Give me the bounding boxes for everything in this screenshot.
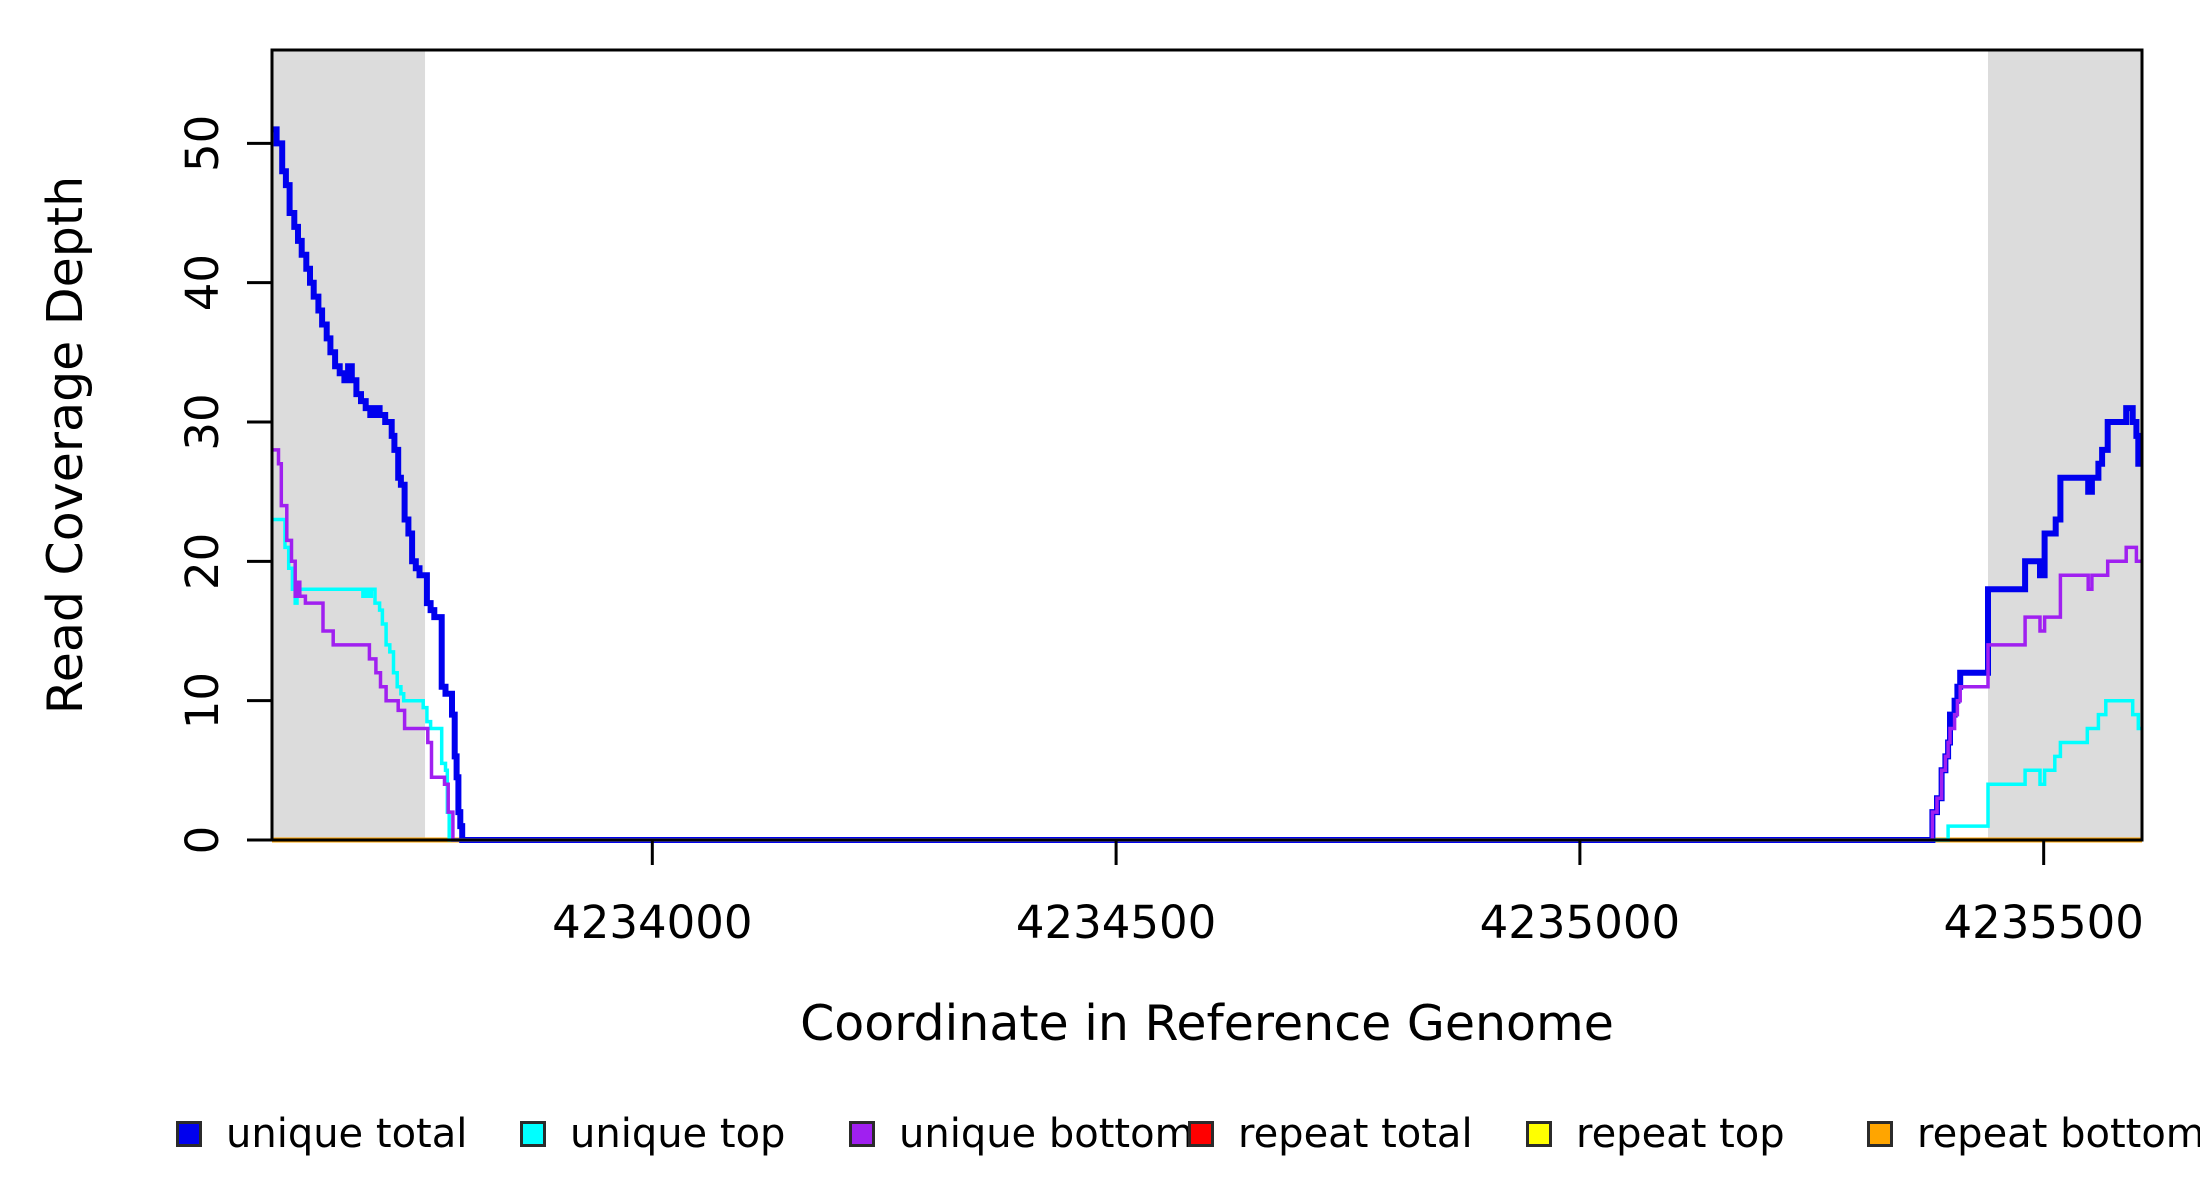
series-lines	[272, 126, 2142, 843]
y-tick-label: 10	[176, 672, 229, 729]
repeat-top-swatch	[1526, 1121, 1552, 1147]
y-axis-title: Read Coverage Depth	[37, 176, 94, 714]
x-tick-label: 4235000	[1480, 896, 1680, 949]
legend-entry-unique-top: unique top	[520, 1106, 785, 1162]
series-line-unique-total	[272, 126, 2142, 843]
legend-label: unique bottom	[899, 1111, 1194, 1157]
unique-top-swatch	[520, 1121, 546, 1147]
legend-entry-repeat-total: repeat total	[1188, 1106, 1473, 1162]
series-line-unique-top	[272, 517, 2142, 842]
legend-entry-repeat-bottom: repeat bottom	[1867, 1106, 2200, 1162]
legend-entry-unique-bottom: unique bottom	[849, 1106, 1194, 1162]
x-axis-ticks: 4234000 4234500 4235000 4235500	[552, 840, 2144, 949]
series-line-unique-bottom	[272, 448, 2142, 842]
x-axis-title: Coordinate in Reference Genome	[800, 995, 1614, 1052]
legend-entry-repeat-top: repeat top	[1526, 1106, 1785, 1162]
plot-border	[270, 48, 2144, 842]
x-tick-label: 4234000	[552, 896, 752, 949]
legend-label: repeat total	[1238, 1111, 1473, 1157]
x-tick-label: 4234500	[1016, 896, 1216, 949]
unique-total-swatch	[176, 1121, 202, 1147]
right-gray-band	[1988, 50, 2142, 840]
y-tick-label: 20	[176, 533, 229, 590]
y-tick-label: 30	[176, 393, 229, 450]
repeat-total-swatch	[1188, 1121, 1214, 1147]
legend-label: repeat bottom	[1917, 1111, 2200, 1157]
legend-entry-unique-total: unique total	[176, 1106, 467, 1162]
shaded-regions	[272, 50, 2142, 840]
left-gray-band	[272, 50, 426, 840]
unique-bottom-swatch	[849, 1121, 875, 1147]
legend-label: repeat top	[1576, 1111, 1785, 1157]
y-tick-label: 0	[176, 826, 229, 855]
y-tick-label: 50	[176, 115, 229, 172]
x-tick-label: 4235500	[1943, 896, 2143, 949]
y-axis-ticks: 0 10 20 30 40 50	[176, 115, 272, 855]
legend: unique total unique top unique bottom re…	[0, 1106, 2200, 1166]
y-tick-label: 40	[176, 254, 229, 311]
repeat-bottom-swatch	[1867, 1121, 1893, 1147]
legend-label: unique total	[226, 1111, 468, 1157]
legend-label: unique top	[570, 1111, 786, 1157]
